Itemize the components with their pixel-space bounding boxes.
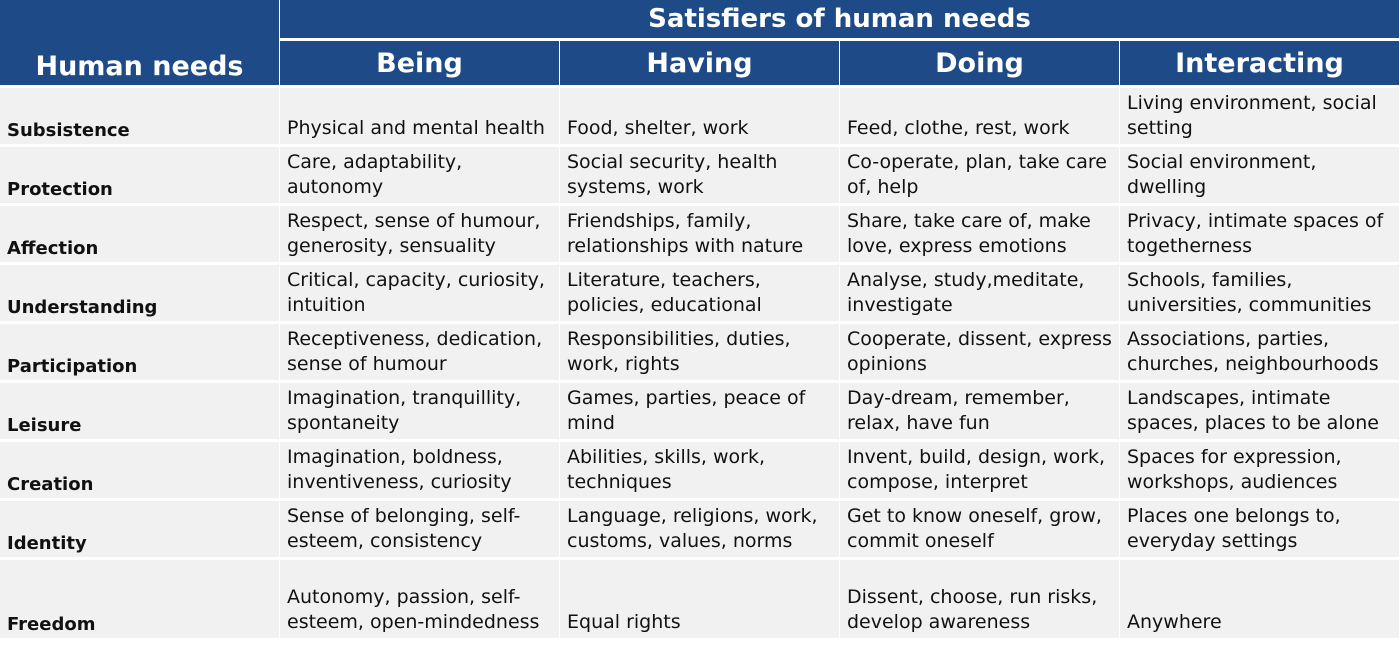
table-cell-having: Literature, teachers, policies, educatio… (560, 262, 839, 321)
table-cell-having: Equal rights (560, 557, 839, 638)
table-cell-being: Physical and mental health (280, 85, 559, 144)
table-cell-interacting: Anywhere (1120, 557, 1399, 638)
table-cell-interacting: Schools, families, universities, communi… (1120, 262, 1399, 321)
table-cell-having: Friendships, family, relationships with … (560, 203, 839, 262)
need-label: Subsistence (0, 85, 279, 144)
table-cell-being: Critical, capacity, curiosity, intuition (280, 262, 559, 321)
need-label: Creation (0, 439, 279, 498)
need-label: Identity (0, 498, 279, 557)
table-cell-having: Language, religions, work, customs, valu… (560, 498, 839, 557)
table-cell-doing: Invent, build, design, work, compose, in… (840, 439, 1119, 498)
table-cell-being: Sense of belonging, self-esteem, consist… (280, 498, 559, 557)
column-header-being: Being (280, 41, 559, 85)
table-cell-doing: Co-operate, plan, take care of, help (840, 144, 1119, 203)
need-label: Participation (0, 321, 279, 380)
table-cell-being: Receptiveness, dedication, sense of humo… (280, 321, 559, 380)
header-human-needs: Human needs (0, 0, 279, 85)
table-cell-interacting: Spaces for expression, workshops, audien… (1120, 439, 1399, 498)
table-cell-being: Imagination, boldness, inventiveness, cu… (280, 439, 559, 498)
table-cell-having: Social security, health systems, work (560, 144, 839, 203)
table-cell-interacting: Landscapes, intimate spaces, places to b… (1120, 380, 1399, 439)
table-cell-doing: Day-dream, remember, relax, have fun (840, 380, 1119, 439)
column-header-doing: Doing (840, 41, 1119, 85)
table-cell-interacting: Living environment, social setting (1120, 85, 1399, 144)
table-cell-doing: Dissent, choose, run risks, develop awar… (840, 557, 1119, 638)
need-label: Leisure (0, 380, 279, 439)
need-label: Freedom (0, 557, 279, 638)
need-label: Affection (0, 203, 279, 262)
table-cell-doing: Feed, clothe, rest, work (840, 85, 1119, 144)
header-satisfiers: Satisfiers of human needs (280, 0, 1399, 41)
need-label: Protection (0, 144, 279, 203)
table-cell-interacting: Associations, parties, churches, neighbo… (1120, 321, 1399, 380)
table-cell-having: Responsibilities, duties, work, rights (560, 321, 839, 380)
table-cell-doing: Cooperate, dissent, express opinions (840, 321, 1119, 380)
table-cell-being: Imagination, tranquillity, spontaneity (280, 380, 559, 439)
column-header-interacting: Interacting (1120, 41, 1399, 85)
table-cell-having: Food, shelter, work (560, 85, 839, 144)
table-cell-being: Respect, sense of humour, generosity, se… (280, 203, 559, 262)
column-header-having: Having (560, 41, 839, 85)
table-cell-being: Autonomy, passion, self-esteem, open-min… (280, 557, 559, 638)
table-cell-interacting: Places one belongs to, everyday settings (1120, 498, 1399, 557)
table-cell-doing: Get to know oneself, grow, commit onesel… (840, 498, 1119, 557)
table-cell-doing: Share, take care of, make love, express … (840, 203, 1119, 262)
table-cell-being: Care, adaptability, autonomy (280, 144, 559, 203)
table-cell-doing: Analyse, study,meditate, investigate (840, 262, 1119, 321)
table-cell-having: Abilities, skills, work, techniques (560, 439, 839, 498)
need-label: Understanding (0, 262, 279, 321)
table-cell-interacting: Privacy, intimate spaces of togetherness (1120, 203, 1399, 262)
table-cell-interacting: Social environment, dwelling (1120, 144, 1399, 203)
table-cell-having: Games, parties, peace of mind (560, 380, 839, 439)
